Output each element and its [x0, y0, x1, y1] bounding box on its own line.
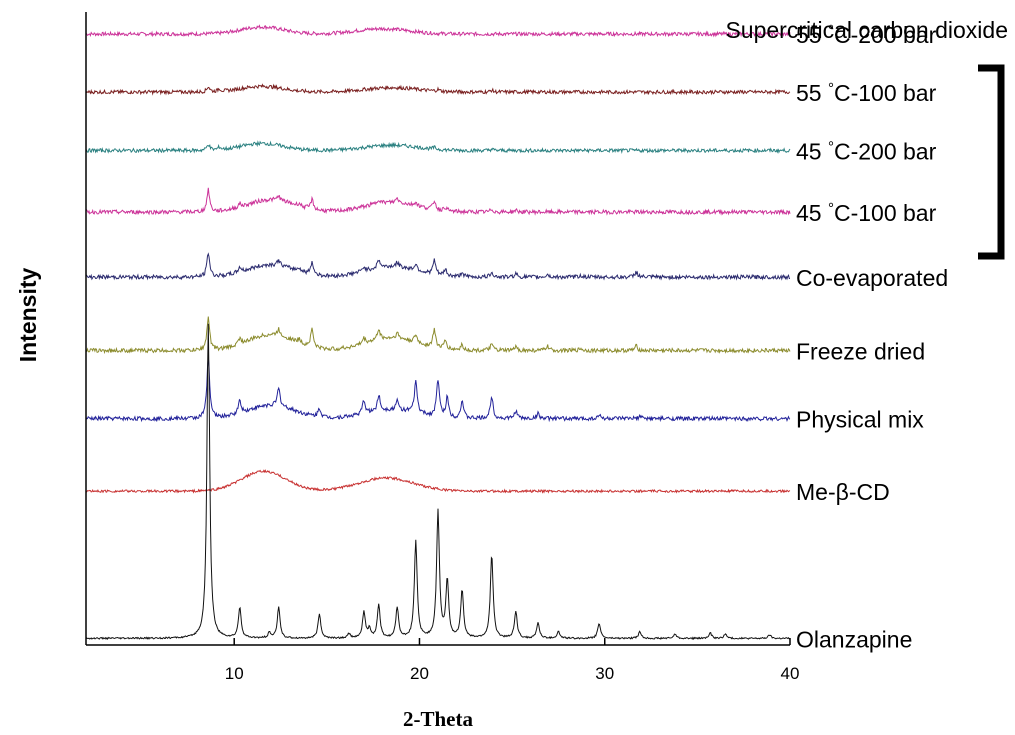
- series-line-2: [86, 142, 790, 152]
- group-label: Supercritical carbon dioxide: [725, 17, 1008, 43]
- series-line-6: [86, 357, 790, 421]
- series-line-5: [86, 317, 790, 353]
- x-tick-label-1: 20: [410, 664, 429, 683]
- series-line-8: [86, 324, 790, 639]
- diffraction-curves: [86, 26, 790, 640]
- series-line-1: [86, 85, 790, 94]
- series-line-7: [86, 470, 790, 492]
- group-bracket: [978, 68, 1001, 256]
- series-line-4: [86, 254, 790, 279]
- x-tick-label-2: 30: [595, 664, 614, 683]
- series-label-8: Olanzapine: [796, 626, 912, 652]
- series-line-3: [86, 188, 790, 214]
- y-axis-title: Intensity: [15, 268, 41, 363]
- x-tick-label-3: 40: [781, 664, 800, 683]
- series-label-1: 55 °C-100 bar: [796, 80, 937, 107]
- series-label-6: Physical mix: [796, 407, 924, 433]
- series-label-7: Me-β-CD: [796, 479, 890, 505]
- series-line-0: [86, 26, 790, 36]
- series-label-3: 45 °C-100 bar: [796, 200, 937, 227]
- x-axis-title: 2-Theta: [403, 707, 473, 731]
- series-label-4: Co-evaporated: [796, 265, 948, 291]
- series-label-2: 45 °C-200 bar: [796, 138, 937, 165]
- series-label-5: Freeze dried: [796, 339, 925, 365]
- x-tick-label-0: 10: [225, 664, 244, 683]
